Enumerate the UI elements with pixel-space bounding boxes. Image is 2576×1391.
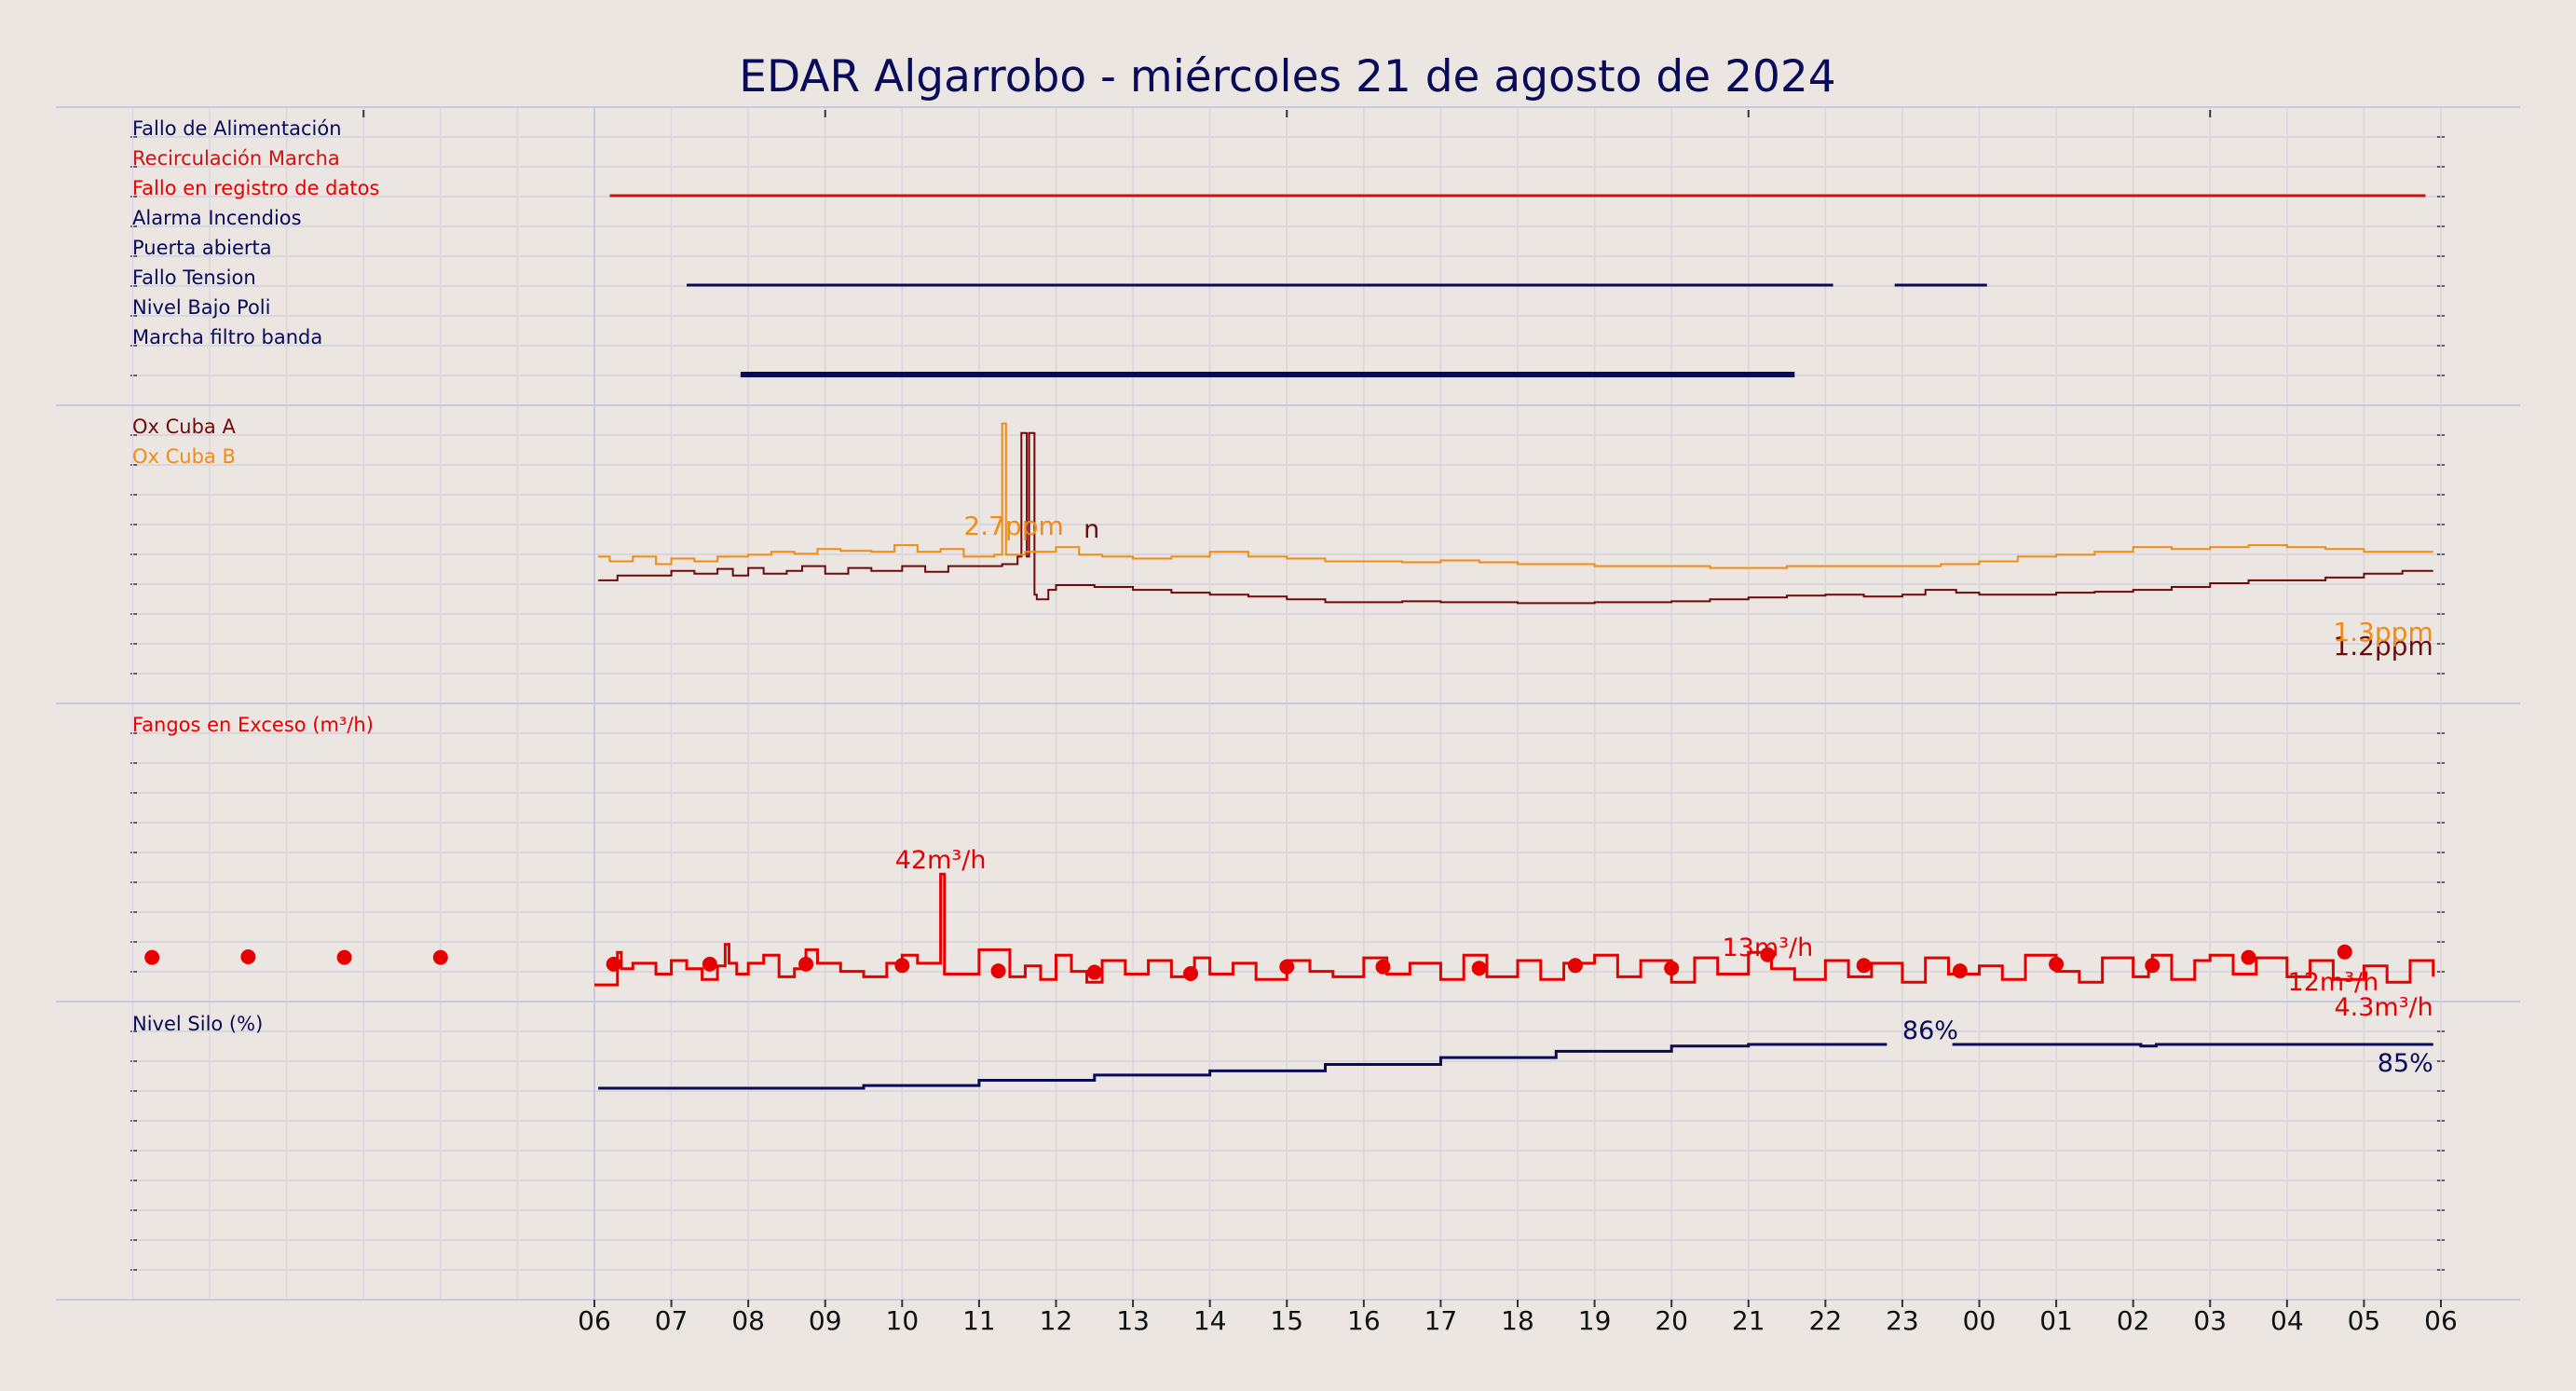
x-tick-label: 04 <box>2270 1305 2304 1336</box>
x-tick-label: 11 <box>962 1305 996 1336</box>
oxygen-peak-tail: n <box>1084 515 1099 544</box>
x-tick-label: 07 <box>655 1305 688 1336</box>
sludge-annotation: 4.3m³/h <box>2334 993 2433 1022</box>
sludge-sample-dot <box>1086 964 1102 980</box>
legend-label-oxygen: Ox Cuba A <box>132 416 236 438</box>
x-tick-label: 23 <box>1886 1305 1919 1336</box>
legend-label-sludge: Fangos en Exceso (m³/h) <box>132 714 374 736</box>
series-layer <box>144 194 2435 1090</box>
legend-label-alarm: Marcha filtro banda <box>132 326 322 348</box>
legend-label-silo: Nivel Silo (%) <box>132 1013 263 1035</box>
sludge-sample-dot <box>1664 961 1680 976</box>
legend-label-alarm: Fallo de Alimentación <box>132 117 342 140</box>
sludge-sample-dot <box>240 949 256 965</box>
legend-label-alarm: Nivel Bajo Poli <box>132 296 270 319</box>
sludge-sample-dot <box>1760 947 1776 962</box>
x-tick-label: 13 <box>1116 1305 1150 1336</box>
silo-annotation: 85% <box>2378 1049 2433 1078</box>
x-tick-label: 22 <box>1809 1305 1843 1336</box>
x-tick-label: 17 <box>1424 1305 1458 1336</box>
time-axis: 06 07 08 09 10 11 12 13 14 15 16 17 18 19 20 21 22 23 00 01… <box>362 110 2458 1336</box>
x-tick-label: 12 <box>1040 1305 1073 1336</box>
x-tick-label: 19 <box>1578 1305 1612 1336</box>
legend-label-alarm: Puerta abierta <box>132 237 272 259</box>
panel-frames <box>56 106 2520 1301</box>
legend-label-oxygen: Ox Cuba B <box>132 445 236 468</box>
oxygen-series-line <box>598 431 2433 605</box>
silo-annotation: 86% <box>1902 1016 1958 1045</box>
x-tick-label: 21 <box>1732 1305 1765 1336</box>
x-tick-label: 06 <box>2424 1305 2458 1336</box>
x-tick-label: 06 <box>578 1305 611 1336</box>
sludge-sample-dot <box>1279 959 1295 975</box>
silo-series-line <box>598 1043 2433 1090</box>
sludge-annotation: 12m³/h <box>2288 968 2379 997</box>
x-tick-label: 08 <box>731 1305 765 1336</box>
x-tick-label: 10 <box>886 1305 920 1336</box>
oxygen-annotation: 1.2ppm <box>2333 631 2433 661</box>
legend-label-alarm: Recirculación Marcha <box>132 147 340 170</box>
sludge-sample-dot <box>1375 959 1391 975</box>
sludge-sample-dot <box>2049 956 2065 972</box>
label-layer: Fallo de Alimentación Recirculación March… <box>132 117 2433 1078</box>
sludge-sample-dot <box>1952 963 1968 979</box>
sludge-annotation: 13m³/h <box>1723 934 1814 962</box>
x-tick-label: 01 <box>2039 1305 2073 1336</box>
sludge-sample-dot <box>1471 961 1487 976</box>
x-tick-label: 02 <box>2117 1305 2150 1336</box>
x-tick-label: 15 <box>1270 1305 1303 1336</box>
sludge-sample-dot <box>2337 944 2352 960</box>
sludge-series-line <box>594 872 2435 987</box>
sludge-sample-dot <box>798 956 814 972</box>
sludge-sample-dot <box>1856 958 1872 974</box>
sludge-sample-dot <box>144 949 160 965</box>
chart-title: EDAR Algarrobo - miércoles 21 de agosto … <box>739 51 1835 102</box>
sludge-sample-dot <box>1567 958 1583 974</box>
x-tick-label: 09 <box>809 1305 842 1336</box>
x-tick-label: 14 <box>1193 1305 1227 1336</box>
sludge-sample-dot <box>702 956 717 972</box>
sludge-sample-dot <box>606 956 621 972</box>
sludge-sample-dot <box>336 949 352 965</box>
sludge-sample-dot <box>432 949 448 965</box>
x-tick-label: 00 <box>1963 1305 1997 1336</box>
oxygen-series-line <box>598 422 2433 569</box>
sludge-sample-dot <box>990 963 1006 979</box>
sludge-annotation: 42m³/h <box>895 846 987 875</box>
legend-label-alarm: Fallo en registro de datos <box>132 177 379 199</box>
sludge-sample-dot <box>894 958 910 974</box>
x-tick-label: 20 <box>1655 1305 1688 1336</box>
legend-label-alarm: Fallo Tension <box>132 266 256 289</box>
oxygen-annotation: 1.3ppm <box>2333 617 2433 648</box>
x-tick-label: 18 <box>1501 1305 1534 1336</box>
sludge-sample-dot <box>2241 949 2256 965</box>
sludge-sample-dot <box>2145 958 2160 974</box>
sludge-sample-dot <box>1183 966 1199 981</box>
oxygen-annotation: 2.7ppm <box>963 511 1063 541</box>
x-tick-label: 16 <box>1347 1305 1381 1336</box>
x-tick-label: 05 <box>2348 1305 2381 1336</box>
x-tick-label: 03 <box>2193 1305 2227 1336</box>
legend-label-alarm: Alarma Incendios <box>132 207 302 229</box>
